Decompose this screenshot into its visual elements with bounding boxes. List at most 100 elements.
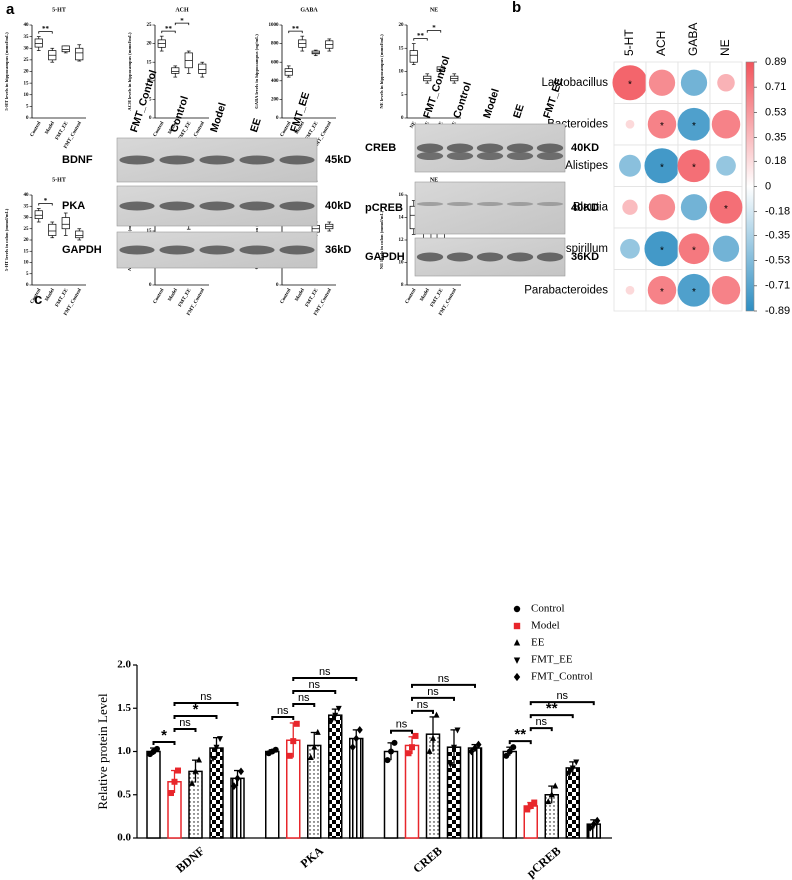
legend-marker <box>513 605 521 613</box>
data-point <box>210 756 216 763</box>
significance-bracket <box>173 715 218 720</box>
blot-band <box>506 152 534 160</box>
data-point <box>384 757 391 764</box>
significance-label: ns <box>427 686 439 698</box>
blot-band <box>476 202 504 206</box>
significance-bracket <box>271 715 295 720</box>
y-tick-label: 30 <box>24 216 30 221</box>
blot-band <box>476 252 504 262</box>
y-axis-label: NE levels in colon (mmol/mL) <box>379 210 384 269</box>
data-point <box>238 767 244 776</box>
x-tick-label: Model <box>420 288 431 303</box>
blot-band <box>416 202 444 206</box>
blot-row-label: GAPDH <box>365 251 405 263</box>
lane-label: EE <box>511 103 527 120</box>
data-point <box>231 782 237 790</box>
y-axis-label: NE levels in hippocampus (mmol/mL) <box>379 34 384 109</box>
blot-row-label: pCREB <box>365 202 403 214</box>
y-tick-label: 200 <box>271 98 279 103</box>
blot-row-label: PKA <box>62 200 85 212</box>
blot-size-label: 45kD <box>325 154 351 166</box>
y-axis-label: 5-HT levels in colon (mmol/mL) <box>4 208 9 271</box>
significance-label: * <box>692 162 696 173</box>
significance-bracket <box>174 22 190 26</box>
y-axis-label: GABA levels in hippocampus (ng/mL) <box>254 34 259 109</box>
blot-band <box>476 152 504 160</box>
significance-label: ** <box>42 25 50 33</box>
blot-row-label: GAPDH <box>62 244 102 256</box>
box <box>34 210 43 219</box>
data-point <box>314 728 321 735</box>
y-tick-label: 5 <box>26 272 29 277</box>
lane-label: Control <box>451 81 474 120</box>
correlation-circle <box>717 73 735 92</box>
x-tick-label: Control <box>30 121 43 138</box>
blot-band <box>446 152 474 160</box>
data-point <box>189 779 195 786</box>
bar <box>404 744 420 839</box>
y-tick-label: 10 <box>24 261 30 266</box>
data-point <box>454 727 461 734</box>
data-point <box>356 725 363 734</box>
lane-label: FMT_EE <box>288 91 312 134</box>
significance-label: ns <box>179 717 191 729</box>
blot-size-label: 40kD <box>325 200 351 212</box>
x-tick-label: FMT_EE <box>178 287 193 308</box>
column-label: ACH <box>654 31 668 56</box>
bar <box>383 750 399 839</box>
blot-band <box>536 202 564 206</box>
data-point <box>311 743 318 750</box>
significance-label: ** <box>292 25 300 33</box>
significance-bracket <box>529 727 553 732</box>
data-point <box>332 712 339 719</box>
significance-label: * <box>724 204 728 215</box>
bar <box>349 737 364 839</box>
significance-bracket <box>161 30 176 34</box>
data-point <box>391 739 398 746</box>
y-axis-label: Relative protein Level <box>95 693 110 810</box>
x-tick-label: FMT_EE <box>55 287 70 308</box>
y-tick-label: 20 <box>147 42 153 47</box>
y-tick-label: 2.0 <box>117 659 131 671</box>
y-tick-label: 14 <box>399 216 405 221</box>
blot-band <box>446 202 474 206</box>
significance-label: * <box>180 17 184 25</box>
correlation-circle <box>619 154 641 177</box>
lane-label: Model <box>208 101 229 134</box>
data-point <box>217 736 223 743</box>
significance-label: * <box>692 245 696 256</box>
x-tick-label: Control <box>280 288 293 305</box>
y-tick-label: 0 <box>26 283 29 288</box>
significance-bracket <box>426 30 442 33</box>
box <box>61 45 70 53</box>
significance-label: ns <box>535 716 547 728</box>
bar <box>467 747 483 839</box>
significance-label: ** <box>165 25 173 33</box>
data-point <box>527 802 534 809</box>
y-tick-label: 5 <box>26 105 29 110</box>
legend-label: FMT_Control <box>531 671 593 683</box>
data-point <box>472 744 478 752</box>
significance-label: * <box>660 121 664 132</box>
blot-band <box>159 245 195 255</box>
significance-label: * <box>44 197 48 205</box>
blot-band <box>159 155 195 165</box>
box <box>311 50 320 55</box>
correlation-circle <box>612 65 648 101</box>
column-label: NE <box>718 39 732 56</box>
legend-label: Model <box>531 620 560 632</box>
colorbar <box>745 61 755 312</box>
colorbar-tick-label: 0.53 <box>765 106 786 118</box>
box <box>75 230 84 239</box>
significance-bracket <box>529 701 595 706</box>
data-point <box>503 752 510 759</box>
significance-label: ns <box>277 705 289 717</box>
blot-band <box>199 155 235 165</box>
x-tick-label: PKA <box>298 843 327 870</box>
blot-row-label: CREB <box>365 142 396 154</box>
blot-band <box>239 155 275 165</box>
data-point <box>168 790 174 797</box>
data-point <box>290 738 297 745</box>
data-point <box>475 740 482 749</box>
